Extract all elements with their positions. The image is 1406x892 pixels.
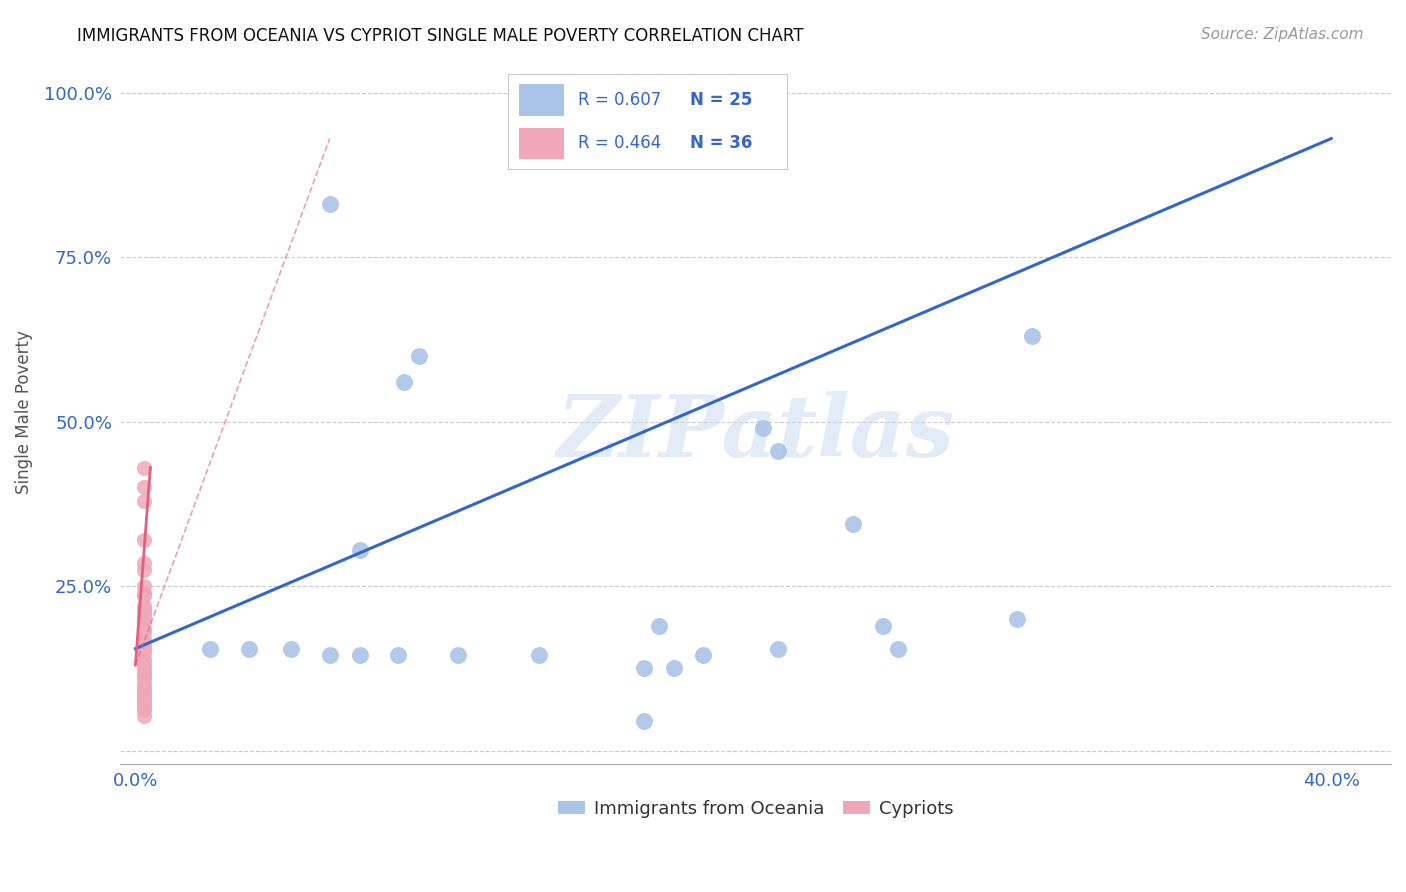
Point bbox=[134, 622, 156, 636]
Point bbox=[633, 714, 655, 728]
Point bbox=[134, 664, 156, 678]
Point bbox=[872, 618, 894, 632]
Point bbox=[134, 674, 156, 689]
Legend: Immigrants from Oceania, Cypriots: Immigrants from Oceania, Cypriots bbox=[551, 793, 960, 825]
Point bbox=[134, 703, 156, 717]
Point bbox=[134, 480, 156, 494]
Point bbox=[662, 661, 685, 675]
Point bbox=[134, 602, 156, 616]
Point bbox=[134, 579, 156, 593]
Point bbox=[134, 696, 156, 710]
Point bbox=[134, 585, 156, 599]
Point bbox=[842, 516, 865, 531]
Point bbox=[349, 648, 371, 663]
Point bbox=[134, 638, 156, 652]
Point bbox=[766, 641, 789, 656]
Point bbox=[319, 197, 342, 211]
Point bbox=[134, 533, 156, 547]
Text: ZIPatlas: ZIPatlas bbox=[557, 391, 955, 475]
Point bbox=[1007, 612, 1029, 626]
Point bbox=[134, 641, 156, 656]
Y-axis label: Single Male Poverty: Single Male Poverty bbox=[15, 330, 32, 493]
Point bbox=[633, 661, 655, 675]
Point bbox=[238, 641, 260, 656]
Text: IMMIGRANTS FROM OCEANIA VS CYPRIOT SINGLE MALE POVERTY CORRELATION CHART: IMMIGRANTS FROM OCEANIA VS CYPRIOT SINGL… bbox=[77, 27, 804, 45]
Point bbox=[134, 599, 156, 613]
Point bbox=[134, 690, 156, 704]
Point bbox=[394, 375, 416, 389]
Point bbox=[647, 618, 669, 632]
Point bbox=[134, 679, 156, 693]
Point bbox=[766, 444, 789, 458]
Point bbox=[692, 648, 714, 663]
Point bbox=[134, 659, 156, 673]
Point bbox=[134, 615, 156, 630]
Point bbox=[134, 460, 156, 475]
Point bbox=[134, 709, 156, 723]
Point bbox=[886, 641, 908, 656]
Point bbox=[198, 641, 221, 656]
Point bbox=[408, 349, 430, 363]
Point bbox=[752, 421, 775, 435]
Point bbox=[134, 589, 156, 603]
Point bbox=[527, 648, 550, 663]
Point bbox=[134, 666, 156, 681]
Point bbox=[134, 556, 156, 570]
Point bbox=[319, 648, 342, 663]
Point bbox=[134, 625, 156, 640]
Point bbox=[134, 686, 156, 700]
Point bbox=[387, 648, 409, 663]
Point bbox=[134, 683, 156, 698]
Point bbox=[134, 493, 156, 508]
Point bbox=[134, 670, 156, 684]
Point bbox=[1021, 329, 1043, 343]
Point bbox=[134, 608, 156, 623]
Point bbox=[134, 632, 156, 646]
Point bbox=[447, 648, 470, 663]
Point bbox=[134, 606, 156, 620]
Point bbox=[134, 699, 156, 714]
Point bbox=[280, 641, 302, 656]
Point bbox=[134, 563, 156, 577]
Point bbox=[349, 543, 371, 558]
Point bbox=[134, 651, 156, 665]
Point bbox=[134, 693, 156, 707]
Text: Source: ZipAtlas.com: Source: ZipAtlas.com bbox=[1201, 27, 1364, 42]
Point bbox=[134, 655, 156, 669]
Point bbox=[134, 646, 156, 660]
